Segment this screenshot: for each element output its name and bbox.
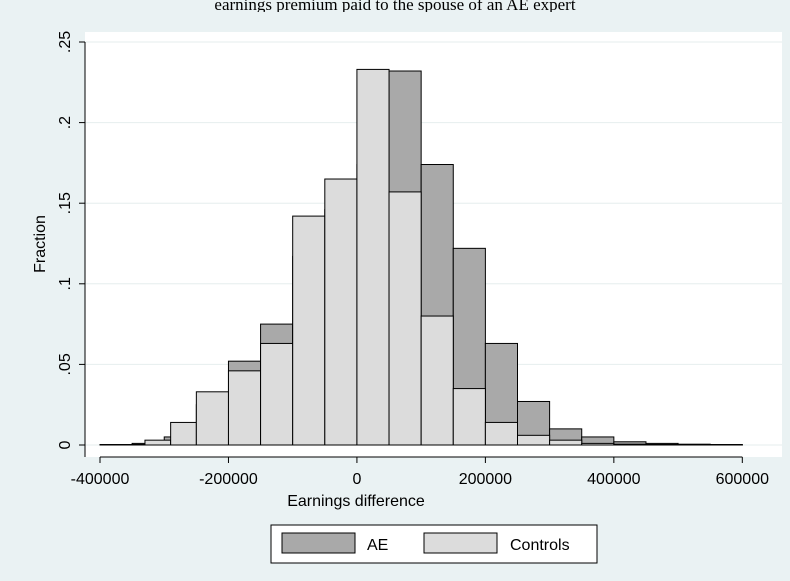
controls-bar [388, 191, 422, 446]
controls-bar [324, 178, 358, 446]
y-tick-label: .2 [57, 116, 74, 129]
y-axis-label: Fraction [32, 215, 49, 273]
legend: AE Controls [270, 524, 598, 564]
legend-swatch-controls [423, 532, 498, 554]
axes [79, 41, 743, 463]
x-tick-label: -200000 [199, 471, 258, 488]
controls-bar [517, 434, 551, 446]
x-tick-label: -400000 [71, 471, 130, 488]
y-tick-labels: 0 .05 .1 .15 .2 .25 [57, 31, 74, 450]
x-tick-label: 200000 [459, 471, 512, 488]
controls-bar [195, 391, 229, 446]
x-tick-label: 0 [352, 471, 361, 488]
legend-label-ae: AE [367, 537, 388, 554]
y-tick-label: .1 [57, 277, 74, 290]
controls-bar [581, 442, 615, 446]
controls-bar [170, 421, 197, 446]
y-tick-label: .05 [57, 353, 74, 375]
controls-bar [613, 443, 647, 446]
y-tick-label: .25 [57, 31, 74, 53]
legend-swatch-ae [281, 532, 356, 554]
x-tick-label: 600000 [716, 471, 769, 488]
controls-bar [260, 342, 294, 446]
legend-label-controls: Controls [510, 537, 570, 554]
chart-caption-fragment: earnings premium paid to the spouse of a… [214, 0, 576, 12]
x-tick-labels: -400000 -200000 0 200000 400000 600000 [71, 471, 769, 488]
controls-bar [292, 215, 326, 446]
controls-bar [144, 439, 172, 446]
controls-bar [549, 439, 583, 446]
y-tick-label: 0 [57, 440, 74, 449]
controls-bar [356, 68, 390, 446]
controls-bar [227, 370, 262, 446]
y-tick-label: .15 [57, 192, 74, 214]
x-tick-label: 400000 [587, 471, 640, 488]
controls-bar [420, 315, 454, 446]
controls-bar [484, 421, 518, 446]
x-axis-label: Earnings difference [287, 493, 425, 510]
bars-controls-series [99, 68, 743, 446]
controls-bar [452, 388, 486, 446]
